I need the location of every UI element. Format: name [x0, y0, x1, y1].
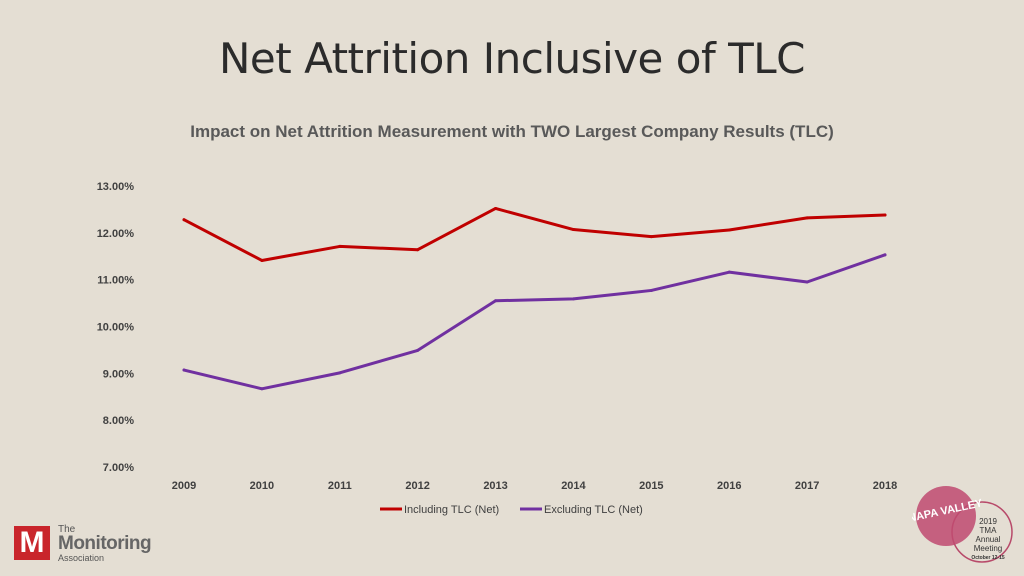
napa-line2: TMA — [980, 526, 998, 535]
data-point — [649, 288, 653, 292]
y-tick-label: 10.00% — [97, 322, 135, 334]
y-tick-label: 7.00% — [103, 462, 134, 474]
tma-logo-mark: M — [14, 526, 50, 560]
y-tick-label: 9.00% — [103, 368, 134, 380]
x-tick-label: 2016 — [717, 480, 741, 492]
data-point — [883, 213, 887, 217]
legend-label: Excluding TLC (Net) — [544, 504, 643, 516]
x-tick-label: 2018 — [873, 480, 897, 492]
data-point — [494, 299, 498, 303]
chart-title: Impact on Net Attrition Measurement with… — [190, 122, 834, 141]
series-line-excluding-tlc — [182, 253, 887, 391]
data-point — [727, 270, 731, 274]
legend-label: Including TLC (Net) — [404, 504, 499, 516]
napa-line4: Meeting — [974, 544, 1002, 553]
x-tick-label: 2011 — [328, 480, 352, 492]
x-tick-label: 2015 — [639, 480, 663, 492]
series-line-including-tlc — [182, 206, 887, 262]
slide-title: Net Attrition Inclusive of TLC — [219, 34, 805, 83]
tma-logo-line2: Monitoring — [58, 533, 152, 554]
data-point — [649, 235, 653, 239]
x-tick-label: 2010 — [250, 480, 274, 492]
x-tick-label: 2012 — [405, 480, 429, 492]
tma-logo-line3: Association — [58, 553, 105, 563]
data-point — [338, 371, 342, 375]
napa-valley-meeting-logo: NAPA VALLEY 2019 TMA Annual Meeting Octo… — [912, 486, 1013, 563]
napa-line3: Annual — [976, 535, 1001, 544]
tma-logo: M The Monitoring Association — [14, 524, 164, 564]
x-tick-label: 2017 — [795, 480, 819, 492]
y-tick-label: 11.00% — [97, 275, 134, 287]
data-point — [416, 248, 420, 252]
data-point — [338, 244, 342, 248]
napa-line5: October 12-15 — [971, 555, 1005, 561]
data-point — [883, 253, 887, 257]
data-point — [727, 228, 731, 232]
y-tick-label: 13.00% — [97, 181, 135, 193]
napa-badge-bg — [916, 486, 976, 546]
data-point — [805, 280, 809, 284]
data-point — [416, 348, 420, 352]
y-tick-label: 8.00% — [103, 415, 134, 427]
data-point — [571, 297, 575, 301]
tma-logo-line1: The — [58, 524, 76, 535]
data-point — [260, 387, 264, 391]
data-point — [571, 228, 575, 232]
data-point — [182, 218, 186, 222]
x-tick-label: 2013 — [483, 480, 507, 492]
data-point — [260, 258, 264, 262]
data-point — [805, 216, 809, 220]
x-tick-label: 2009 — [172, 480, 196, 492]
napa-line1: 2019 — [979, 517, 997, 526]
data-point — [494, 206, 498, 210]
data-point — [182, 368, 186, 372]
x-tick-label: 2014 — [561, 480, 586, 492]
y-tick-label: 12.00% — [97, 228, 135, 240]
